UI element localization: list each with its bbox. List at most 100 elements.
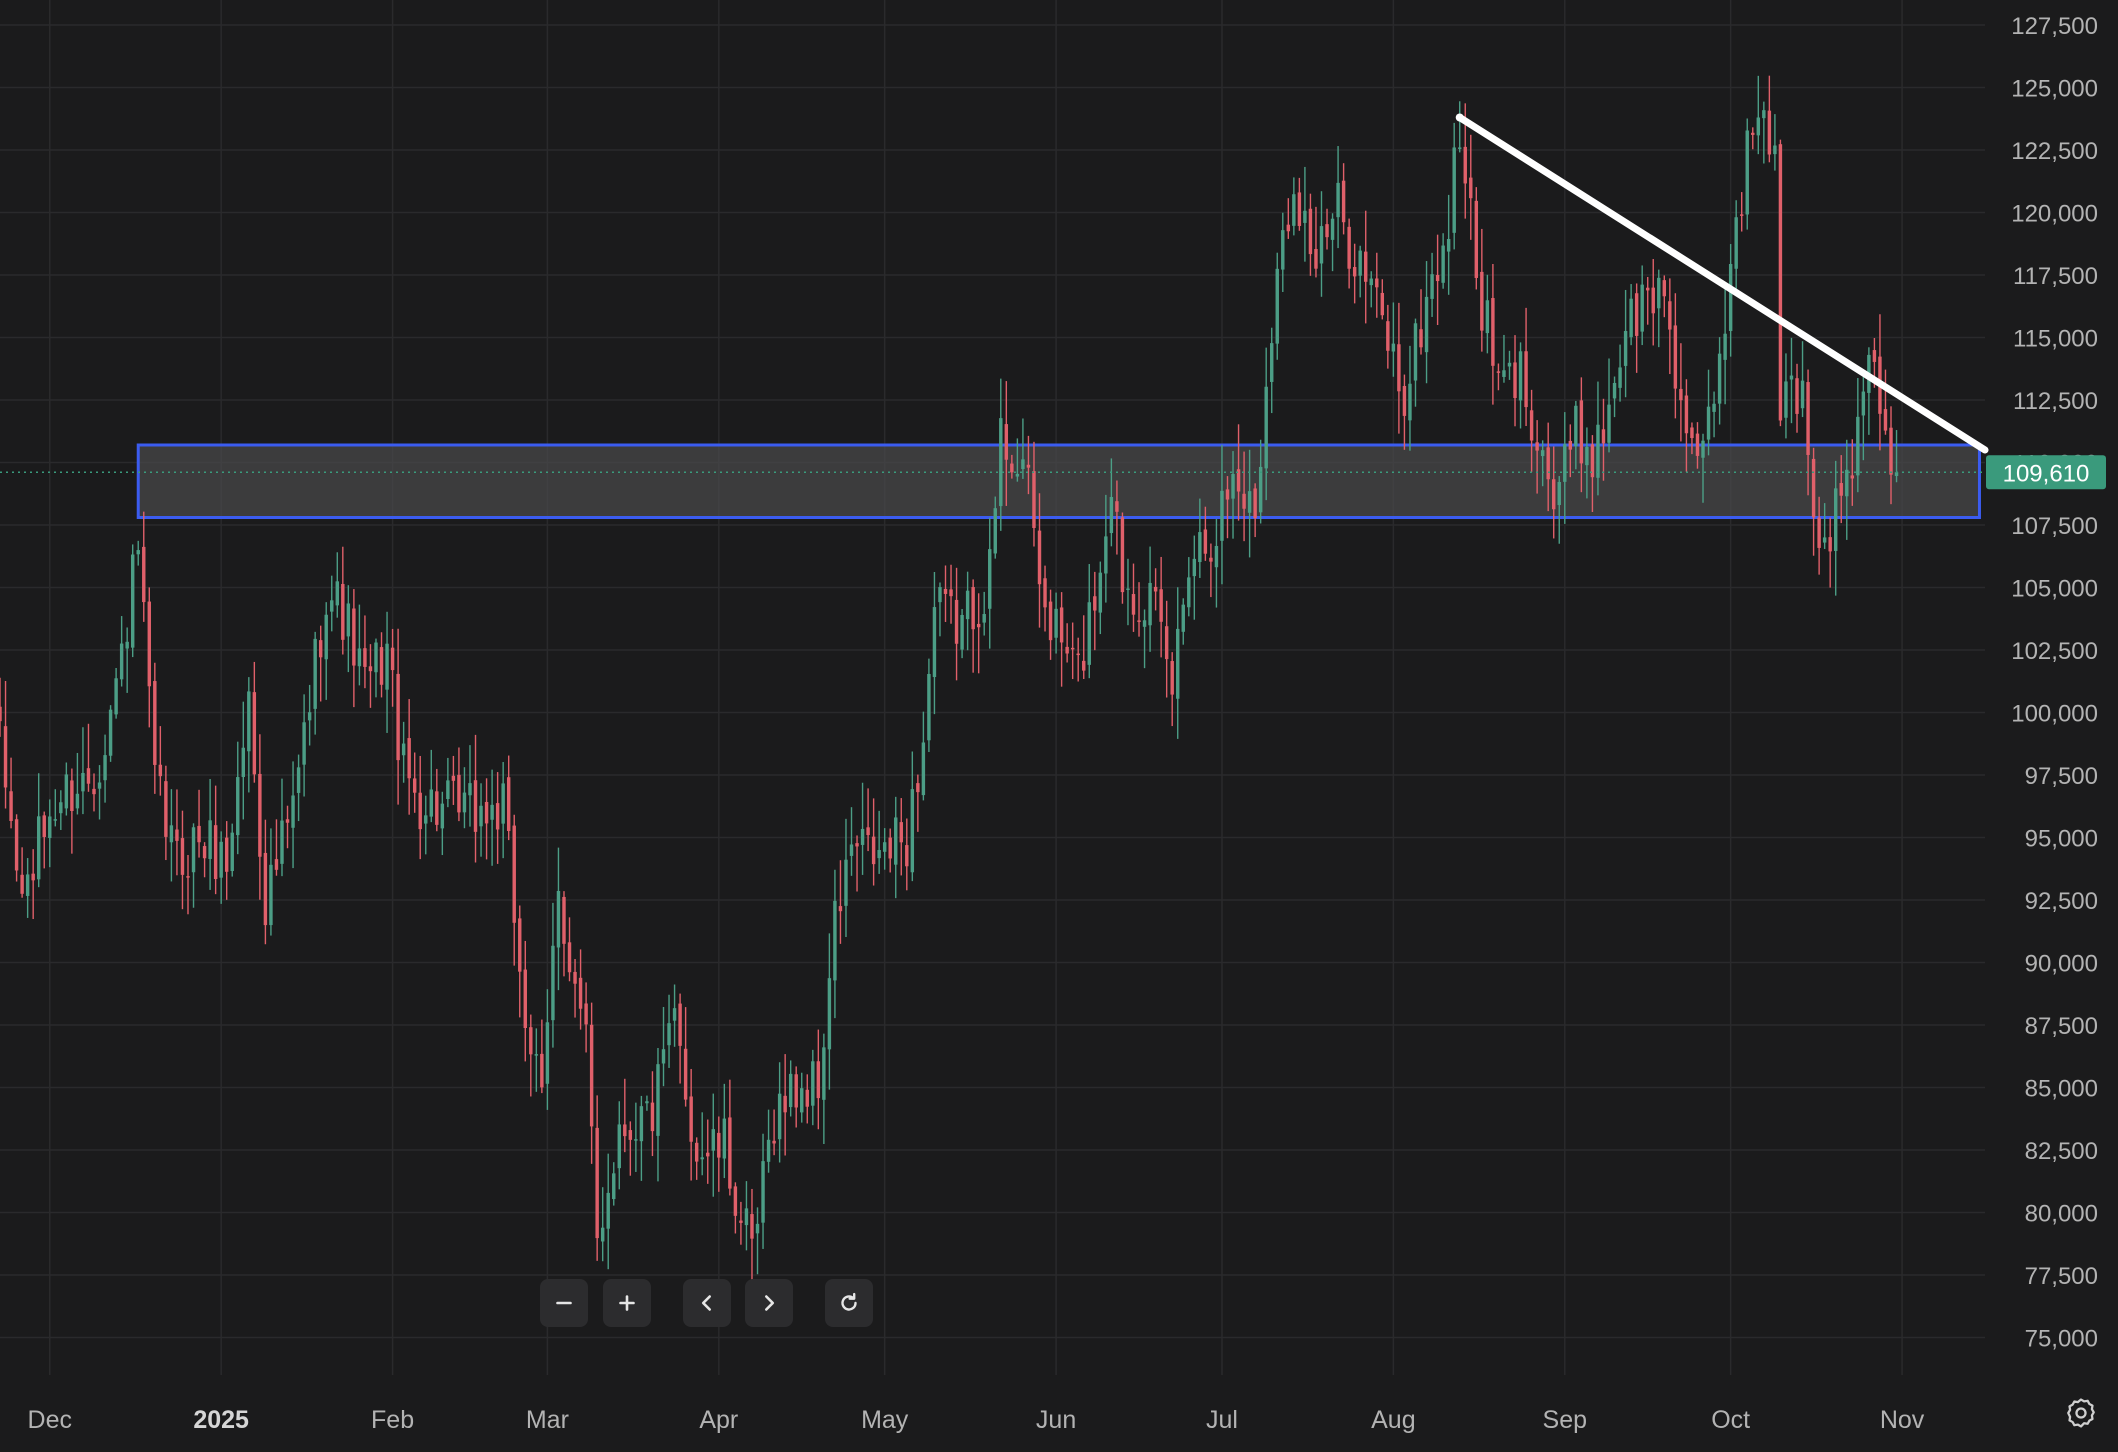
candle-body [551,945,555,1021]
candle-body [1856,416,1860,476]
candle-body [1435,274,1440,282]
candle-body [1651,287,1655,314]
candle-body [739,1220,743,1223]
candle-body [1015,473,1020,477]
candle-body [1800,380,1805,409]
candle-body [1446,238,1451,252]
candle-body [1850,475,1855,479]
candle-body [578,977,583,1009]
candle-body [1712,403,1716,412]
candle-body [656,1064,660,1136]
reset-chart-button[interactable] [825,1279,873,1327]
y-tick-label: 125,000 [2011,76,2098,103]
candle-body [142,546,146,603]
candle-body [318,640,323,658]
candle-body [1806,382,1810,455]
candle-body [1430,274,1434,299]
candle-body [495,803,500,830]
candle-body [1021,459,1025,470]
candle-body [280,820,284,864]
support-zone-rect [136,443,1981,519]
zoom-in-button[interactable] [603,1279,651,1327]
scroll-left-button[interactable] [683,1279,731,1327]
candle-body [125,641,129,649]
candle-body [827,978,832,1050]
x-tick-label: 2025 [193,1406,249,1434]
candle-body [1065,646,1069,654]
candle-body [379,647,384,685]
candle-body [291,795,295,828]
y-tick-label: 122,500 [2011,138,2098,165]
candle-body [628,1130,633,1140]
candle-body [1679,388,1683,401]
y-tick-label: 102,500 [2011,638,2098,665]
candle-body [750,1214,754,1239]
candle-body [1059,607,1064,643]
candle-body [1861,391,1866,416]
candle-body [1010,463,1014,473]
candle-body [1203,529,1208,554]
candle-body [462,792,467,813]
candle-body [518,918,522,972]
candle-body [894,817,898,865]
candle-body [252,692,257,775]
candle-body [971,587,975,630]
y-tick-label: 105,000 [2011,576,2098,603]
candle-body [1358,250,1362,276]
candle-body [899,822,903,843]
candle-body [14,819,19,871]
candle-body [1883,409,1888,431]
candle-body [888,837,892,859]
candle-body [1402,385,1407,416]
zoom-out-button[interactable] [540,1279,588,1327]
candle-body [1126,588,1130,591]
candle-body [114,678,118,715]
scroll-right-button[interactable] [745,1279,793,1327]
candle-body [1270,343,1274,382]
x-tick-label: May [861,1406,909,1434]
candle-body [457,774,461,813]
candle-body [42,815,46,837]
candle-body [1209,557,1213,562]
candle-body [1529,410,1534,441]
candle-body [1601,429,1606,444]
chevron-right-icon [764,1295,775,1311]
candle-body [761,1161,765,1223]
candle-body [1424,296,1429,353]
chart-navigation-toolbar [540,1277,873,1329]
candle-body [1181,604,1185,632]
candle-body [1458,147,1462,149]
candle-body [1684,395,1689,434]
candle-body [31,873,35,881]
candle-body [390,647,395,671]
candle-body [341,583,345,640]
candle-body [1784,381,1788,418]
settings-gear-icon [2067,1398,2095,1428]
y-tick-label: 87,500 [2025,1013,2098,1040]
y-tick-label: 85,000 [2025,1076,2098,1103]
candle-body [689,1096,693,1142]
last-price-badge-bg [1986,455,2106,490]
candle-body [446,780,450,799]
candle-body [1441,245,1445,283]
chart-grid [0,0,1985,1375]
candle-body [1286,224,1291,232]
candle-body [435,791,439,825]
candle-body [683,1048,688,1100]
candle-body [103,755,107,781]
candle-body [48,816,52,838]
candle-body [1673,325,1678,389]
candle-body [1336,182,1340,218]
candle-body [75,793,80,809]
candle-body [418,792,422,830]
candle-body [1557,481,1561,506]
candle-body [744,1208,749,1226]
candle-body [164,781,168,837]
candle-body [1297,192,1302,226]
candle-body [523,969,527,1028]
chart-settings-button[interactable] [2062,1394,2100,1432]
candle-body [1341,180,1346,223]
candle-body [838,906,843,912]
last-price-badge: 109,610 [1986,455,2106,490]
